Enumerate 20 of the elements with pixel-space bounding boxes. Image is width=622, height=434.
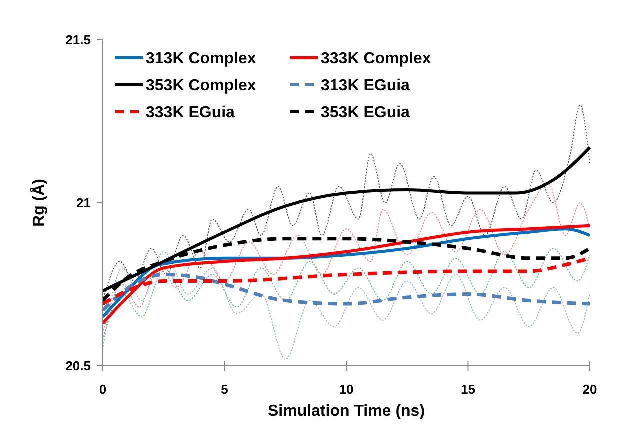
x-tick-label: 20 <box>582 382 598 397</box>
legend-label: 333K Complex <box>321 50 432 68</box>
legend-label: 313K Complex <box>146 50 256 68</box>
legend-label: 333K EGuia <box>146 104 236 122</box>
x-axis-title: Simulation Time (ns) <box>268 403 426 420</box>
legend-label: 313K EGuia <box>321 78 410 95</box>
x-tick-label: 5 <box>221 382 228 397</box>
x-tick-label: 10 <box>339 382 354 397</box>
y-tick-label: 20.5 <box>66 358 91 374</box>
x-tick-label: 0 <box>99 382 107 397</box>
y-axis-title: Rg (Å) <box>29 179 48 227</box>
legend-label: 353K Complex <box>146 78 256 95</box>
y-tick-label: 21.5 <box>66 32 91 48</box>
y-tick-label: 21 <box>76 196 91 211</box>
x-tick-label: 15 <box>461 382 476 397</box>
line-series <box>101 272 592 312</box>
line-series <box>102 182 590 334</box>
line-series <box>102 248 590 340</box>
line-series <box>102 251 590 360</box>
legend-label: 353K EGuia <box>321 104 410 122</box>
